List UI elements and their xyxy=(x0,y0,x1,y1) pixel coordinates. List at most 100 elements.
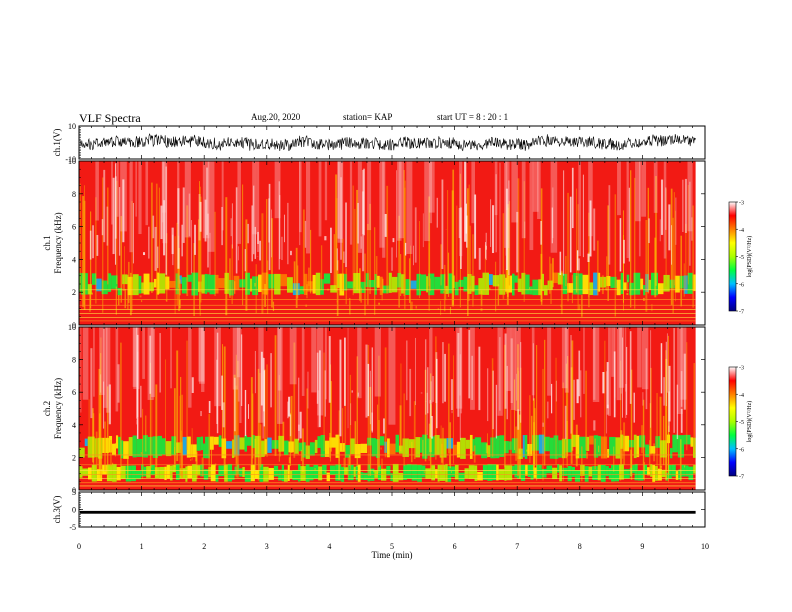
ch2-spectrum-band-cell xyxy=(131,465,136,482)
ch2-spectrum-streak xyxy=(349,374,352,470)
colorbar-ch1-tick-label: -4 xyxy=(739,228,744,234)
x-tick-label: 5 xyxy=(390,542,394,551)
ch2-spectrum-band-cell xyxy=(165,441,172,457)
ch2-spectrum-spheric xyxy=(547,401,549,419)
ch1-spectrum-band-cell xyxy=(648,279,652,290)
ch1-spectrum-streak xyxy=(341,238,344,292)
ch2-spectrum-band-cell xyxy=(427,438,431,456)
ch1-spectrum-band-cell xyxy=(141,282,144,294)
ch2-spectrum-spheric xyxy=(216,332,219,434)
ch2-spectrum-haze xyxy=(277,327,283,424)
ch2-spectrum-streak xyxy=(623,422,626,466)
ch2-spectrum-band-cell xyxy=(477,471,483,481)
ch2-spectrum-band-cell xyxy=(360,443,368,454)
ch2-spectrum-haze xyxy=(105,327,111,413)
ch1-spectrum-streak xyxy=(378,302,380,305)
ch2-spectrum-spheric xyxy=(383,418,385,434)
ch2-spectrum-spheric xyxy=(510,338,513,404)
ch2-spectrum-band-cell xyxy=(557,464,560,473)
ch1-spectrum-streak xyxy=(151,182,153,293)
ch1-spectrum-streak xyxy=(576,188,578,288)
start-time-label: start UT = 8 : 20 : 1 xyxy=(437,112,509,122)
ch2-spectrum-streak xyxy=(323,352,325,452)
ch2-spectrum-streak xyxy=(650,367,652,455)
ch1-spectrum-haze xyxy=(424,161,430,242)
ch2-spectrum-band-cell xyxy=(588,466,593,477)
ch1-spectrum-haze xyxy=(337,161,343,243)
ch1-spectrum-streak xyxy=(484,244,486,295)
ch2-spectrum-band-cell xyxy=(259,464,264,482)
ch2-spectrum-haze xyxy=(239,327,242,424)
ch2-spectrum-streak xyxy=(428,452,430,461)
ch2-spectrum-spheric xyxy=(676,384,679,440)
ch1-spectrum-band-cell xyxy=(620,272,624,295)
ch1-spectrum-streak xyxy=(440,300,442,316)
ch2-spectrum-band-cell xyxy=(417,464,422,482)
ch1-spectrum-band-cell xyxy=(562,273,568,295)
ch1-spectrum-streak xyxy=(306,284,308,299)
ch1-spectrum-band-cell xyxy=(374,274,377,295)
ch2-spectrum-band-cell xyxy=(558,440,562,458)
ch2-spectrum-spheric xyxy=(520,342,522,423)
ch2-spectrum-streak xyxy=(643,462,645,481)
ch1-spectrum-band-cell xyxy=(687,272,693,294)
ch2-spectrum-band-cell xyxy=(161,438,166,455)
ch2-spectrum-band-cell xyxy=(611,464,615,482)
ch1-spectrum-streak xyxy=(308,267,310,287)
ch2-spectrum-band-cell xyxy=(176,442,183,453)
ch1-spectrum-ytick-label: 10 xyxy=(68,157,76,166)
ch2-spectrum-streak xyxy=(342,408,344,451)
ch2-spectrum-haze xyxy=(515,327,521,411)
ch2-spectrum-streak xyxy=(378,420,380,468)
ch2-spectrum-band-cell xyxy=(347,464,351,481)
ch2-spectrum-streak xyxy=(104,421,107,472)
ch2-spectrum-streak xyxy=(684,465,686,468)
ch2-spectrum-band-cell xyxy=(284,469,288,482)
ch2-spectrum-streak xyxy=(668,425,670,476)
ch2-spectrum-streak xyxy=(180,430,182,455)
ch2-spectrum-streak xyxy=(648,440,651,473)
ch2-spectrum-streak xyxy=(659,396,662,471)
ch1-spectrum-band-cell xyxy=(577,273,583,295)
ch2-spectrum-streak xyxy=(149,362,151,473)
ch2-spectrum-haze xyxy=(510,327,516,410)
ch2-spectrum-streak xyxy=(120,342,122,474)
ch1-spectrum-streak xyxy=(444,285,447,301)
ch3-waveform-ytick-label: 5 xyxy=(72,488,76,497)
ch1-spectrum-spheric xyxy=(199,201,202,232)
ch1-spectrum-haze xyxy=(428,161,435,213)
ch2-spectrum-band-cell xyxy=(690,437,694,447)
ch2-spectrum-spheric xyxy=(200,411,202,417)
ch1-spectrum-streak xyxy=(489,287,491,290)
ch1-spectrum-streak xyxy=(179,279,181,296)
ch1-spectrum-streak xyxy=(629,170,632,308)
ch2-spectrum-streak xyxy=(293,342,296,458)
ch2-spectrum-streak xyxy=(343,457,346,468)
ch1-spectrum-haze xyxy=(429,161,433,224)
ch1-spectrum-streak xyxy=(517,178,520,288)
ch1-spectrum-streak xyxy=(419,221,420,299)
ch2-spectrum-band-cell xyxy=(309,442,315,456)
ch2-spectrum-band-cell xyxy=(431,465,436,481)
ch1-spectrum-streak xyxy=(155,183,158,300)
ch1-spectrum-spheric xyxy=(628,187,630,262)
ch2-spectrum-haze xyxy=(80,327,82,413)
ch1-spectrum-streak xyxy=(199,186,201,316)
ch1-spectrum-spheric xyxy=(587,253,590,263)
ch2-spectrum-streak xyxy=(302,428,304,472)
ch2-spectrum-band-cell xyxy=(135,470,142,480)
ch2-spectrum-band-cell xyxy=(464,468,469,479)
ch2-spectrum-band-cell xyxy=(106,464,113,482)
ch1-spectrum-spheric xyxy=(563,170,565,276)
ch1-spectrum-haze xyxy=(207,161,215,252)
ch1-spectrum-streak xyxy=(567,192,569,302)
ch1-spectrum-streak xyxy=(552,258,554,288)
ch1-spectrum-streak xyxy=(129,272,132,316)
ch2-spectrum-spheric xyxy=(495,384,498,439)
ch1-spectrum-band-cell xyxy=(557,272,563,285)
ch2-spectrum-band-cell xyxy=(125,465,132,482)
ch2-spectrum-streak xyxy=(513,379,516,450)
ch1-spectrum-spheric xyxy=(485,232,487,261)
ch2-spectrum-band-cell xyxy=(87,436,95,458)
ch2-spectrum-streak xyxy=(575,424,578,467)
